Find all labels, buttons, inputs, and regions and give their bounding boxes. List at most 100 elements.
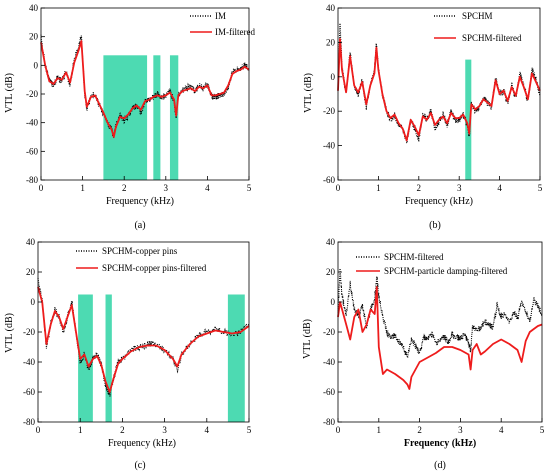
highlight-bands: [103, 55, 179, 180]
y-tick-label: -40: [26, 118, 38, 128]
y-tick-label: -20: [23, 327, 35, 337]
x-axis-label: Frequency (kHz): [106, 196, 174, 207]
y-tick-label: -20: [323, 327, 335, 337]
series-layer: [337, 268, 543, 390]
legend-label-im-filtered: IM-filtered: [215, 27, 255, 37]
legend: SPCHM-filtered SPCHM-particle damping-fi…: [356, 252, 508, 276]
x-tick-label: 3: [457, 183, 462, 193]
highlight-band: [105, 294, 112, 422]
legend-label-spchm-filtered: SPCHM-filtered: [462, 33, 522, 43]
y-tick-label: 0: [34, 60, 39, 70]
y-tick-label: 40: [29, 3, 39, 13]
y-tick-label: -80: [23, 417, 35, 427]
x-tick-label: 0: [36, 425, 41, 435]
y-tick-label: -40: [23, 357, 35, 367]
y-axis-label: VTL (dB): [303, 73, 314, 113]
x-axis-label: Frequency (kHz): [405, 196, 473, 207]
y-tick-label: 0: [31, 297, 36, 307]
panel-label: (d): [434, 460, 446, 471]
series-line-1: [337, 38, 541, 142]
x-tick-label: 1: [376, 183, 381, 193]
y-tick-label: -60: [26, 146, 38, 156]
plot-frame: [337, 7, 541, 181]
x-tick-label: 0: [336, 425, 341, 435]
y-tick-label: 20: [326, 267, 336, 277]
x-tick-label: 5: [538, 183, 543, 193]
x-tick-label: 2: [417, 425, 422, 435]
y-tick-label: -60: [23, 387, 35, 397]
y-tick-label: 20: [326, 37, 336, 47]
series-line-0: [37, 277, 250, 397]
y-tick-label: 20: [26, 267, 36, 277]
x-tick-label: 4: [499, 425, 504, 435]
legend-label-spchm: SPCHM: [462, 11, 493, 21]
panel-label: (c): [134, 460, 145, 471]
y-axis-label: VTL (dB): [4, 313, 15, 353]
panel-label: (a): [134, 220, 145, 231]
legend: SPCHM SPCHM-filtered: [434, 11, 522, 43]
y-tick-label: 40: [326, 3, 336, 13]
x-tick-label: 2: [122, 183, 127, 193]
highlight-band: [153, 55, 161, 180]
highlight-bands: [78, 294, 245, 422]
y-tick-label: 20: [29, 32, 39, 42]
x-tick-label: 3: [458, 425, 463, 435]
y-tick-label: 0: [331, 297, 336, 307]
x-tick-label: 4: [497, 183, 502, 193]
legend: SPCHM-copper pins SPCHM-copper pins-filt…: [76, 246, 207, 273]
x-tick-label: 0: [39, 183, 44, 193]
y-tick-label: 40: [326, 237, 336, 247]
highlight-bands: [465, 59, 472, 180]
x-tick-label: 3: [162, 425, 167, 435]
legend-label-im: IM: [215, 11, 226, 21]
x-tick-label: 2: [120, 425, 125, 435]
highlight-band: [465, 59, 472, 180]
y-tick-label: -60: [323, 175, 335, 185]
x-tick-label: 1: [377, 425, 382, 435]
y-tick-label: 40: [26, 237, 36, 247]
legend-label-particle-damping: SPCHM-particle damping-filtered: [384, 266, 508, 276]
x-tick-label: 5: [540, 425, 545, 435]
axes: 0 1 2 3 4 5 40 20 0 -20 -40 -60 -80: [323, 237, 545, 435]
legend-label-spchm-filtered: SPCHM-filtered: [384, 252, 444, 262]
axes: 0 1 2 3 4 5 40 20 0 -20 -40 -60 -80: [26, 3, 252, 193]
series-line-1: [337, 286, 543, 390]
y-tick-label: -80: [323, 417, 335, 427]
x-tick-label: 4: [205, 183, 210, 193]
x-axis-label: Frequency (kHz): [108, 438, 176, 449]
series-layer: [337, 23, 541, 145]
x-axis-label: Frequency (kHz): [404, 438, 476, 449]
series-layer: [37, 277, 250, 397]
y-axis-label: VTL (dB): [4, 73, 15, 113]
highlight-band: [169, 55, 179, 180]
x-tick-label: 0: [336, 183, 341, 193]
axes: 0 1 2 3 4 5 40 20 0 -20 -40 -60 -80: [23, 237, 252, 435]
y-axis-label: VTL (dB): [302, 319, 313, 359]
legend-label-copper-pins-filtered: SPCHM-copper pins-filtered: [102, 263, 207, 273]
x-tick-label: 5: [247, 183, 252, 193]
chart-b: 0 1 2 3 4 5 40 20 0 -20 -40 -60 Frequency (kHz) VTL…: [303, 3, 543, 231]
x-tick-label: 2: [417, 183, 422, 193]
series-line-0: [337, 268, 543, 359]
y-tick-label: -40: [323, 357, 335, 367]
series-layer: [40, 34, 250, 139]
x-tick-label: 3: [164, 183, 169, 193]
series-line-1: [37, 286, 250, 393]
highlight-band: [227, 294, 245, 422]
y-tick-label: -40: [323, 141, 335, 151]
y-tick-label: -20: [26, 89, 38, 99]
series-line-1: [40, 40, 250, 138]
y-tick-label: -80: [26, 175, 38, 185]
x-tick-label: 4: [205, 425, 210, 435]
y-tick-label: -60: [323, 387, 335, 397]
legend: IM IM-filtered: [190, 11, 255, 37]
x-tick-label: 1: [80, 183, 85, 193]
x-tick-label: 5: [247, 425, 252, 435]
legend-label-copper-pins: SPCHM-copper pins: [102, 246, 178, 256]
y-tick-label: -20: [323, 106, 335, 116]
x-tick-label: 1: [78, 425, 83, 435]
y-tick-label: 0: [331, 72, 336, 82]
